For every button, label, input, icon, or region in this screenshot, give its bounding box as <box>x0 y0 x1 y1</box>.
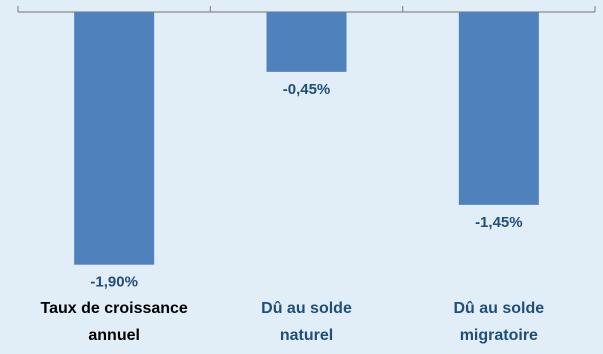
category-label: migratoire <box>460 327 538 344</box>
category-label: Dû au solde <box>261 300 352 317</box>
bar <box>74 12 155 265</box>
bar-value-label: -1,90% <box>90 274 138 291</box>
category-label: annuel <box>88 327 140 344</box>
category-label: Taux de croissance <box>41 300 188 317</box>
value-labels: -1,90% -0,45% -1,45% <box>90 81 522 291</box>
category-label: Dû au solde <box>453 300 544 317</box>
bar <box>266 12 347 72</box>
bar-value-label: -1,45% <box>475 214 523 231</box>
bar-value-label: -0,45% <box>283 81 331 98</box>
category-labels: Taux de croissance annuel Dû au solde natur… <box>41 300 545 344</box>
category-label: naturel <box>280 327 333 344</box>
bars <box>74 12 539 265</box>
bar <box>458 12 539 205</box>
